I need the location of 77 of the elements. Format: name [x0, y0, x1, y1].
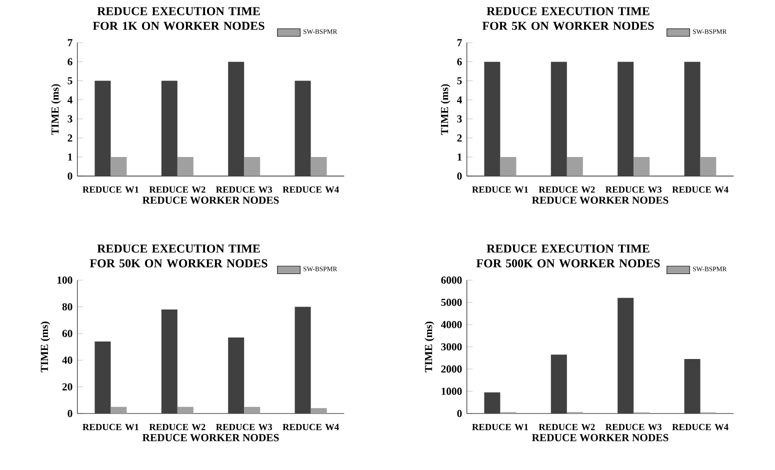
y-axis-title: TIME (ms)	[440, 84, 450, 136]
bar	[94, 81, 111, 176]
x-tick-label: REDUCE W3	[606, 424, 662, 430]
x-tick-label: REDUCE W1	[82, 424, 138, 430]
bar	[310, 157, 327, 176]
y-tick-label: 1	[458, 154, 462, 161]
y-tick-label: 5	[457, 77, 462, 85]
y-tick-label: 2000	[441, 366, 462, 373]
y-tick-label: 0	[457, 172, 462, 180]
x-tick-label: REDUCE W3	[606, 186, 662, 194]
y-tick-label: 2	[457, 134, 462, 142]
y-axis-title: TIME (ms)	[40, 322, 50, 373]
bar	[294, 81, 311, 176]
chart-title: REDUCE EXECUTION TIME FOR 500K ON WORKER NODES	[476, 244, 660, 268]
y-axis-title: TIME (ms)	[424, 322, 434, 373]
bar	[310, 408, 327, 414]
x-tick-label: REDUCE W2	[149, 424, 206, 430]
y-tick-label: 4	[67, 96, 72, 104]
y-tick-label: 4	[456, 96, 462, 104]
y-tick-label: 60	[62, 330, 72, 338]
y-tick-label: 100	[58, 276, 72, 284]
y-tick-label: 1	[68, 154, 72, 161]
bar	[110, 407, 127, 414]
y-tick-label: 3	[68, 116, 72, 123]
x-tick-label: REDUCE W1	[82, 186, 138, 194]
y-tick-label: 3	[457, 116, 462, 123]
bar	[550, 354, 567, 414]
x-axis-title: REDUCE WORKER NODES	[142, 434, 279, 442]
x-axis-title: REDUCE WORKER NODES	[142, 196, 279, 204]
y-tick-label: 7	[457, 39, 462, 46]
bar	[161, 81, 178, 176]
bar	[161, 310, 178, 414]
y-tick-label: 1000	[442, 388, 462, 396]
x-tick-label: REDUCE W4	[282, 424, 339, 430]
chart-title: REDUCE EXECUTION TIME FOR 1K ON WORKER NODES	[92, 7, 264, 30]
y-tick-label: 40	[62, 356, 72, 364]
bar	[228, 62, 244, 176]
x-tick-label: REDUCE W1	[472, 424, 528, 430]
bar	[618, 298, 634, 414]
chart-title: REDUCE EXECUTION TIME FOR 5K ON WORKER NODES	[482, 7, 654, 30]
bar	[244, 157, 260, 176]
y-tick-label: 3000	[441, 343, 462, 351]
y-axis-title: TIME (ms)	[51, 84, 61, 136]
y-tick-label: 5000	[441, 298, 462, 306]
x-tick-label: REDUCE W2	[538, 186, 595, 194]
bar	[177, 157, 194, 176]
y-tick-label: 4000	[440, 321, 462, 328]
y-tick-label: 7	[68, 39, 72, 46]
x-tick-label: REDUCE W2	[149, 186, 206, 194]
bar	[228, 338, 244, 414]
y-tick-label: 5	[68, 77, 72, 85]
y-tick-label: 6000	[441, 276, 462, 284]
y-tick-label: 80	[62, 303, 72, 311]
y-tick-label: 6	[68, 58, 72, 66]
bar	[294, 307, 311, 414]
bar	[110, 157, 127, 176]
x-tick-label: REDUCE W1	[472, 186, 528, 194]
y-tick-label: 20	[62, 383, 72, 391]
x-tick-label: REDUCE W4	[282, 186, 339, 194]
y-tick-label: 6	[457, 58, 462, 66]
bar	[244, 407, 260, 414]
y-tick-label: 0	[68, 410, 72, 418]
x-axis-title: REDUCE WORKER NODES	[532, 434, 668, 442]
bar	[177, 407, 194, 414]
y-tick-label: 0	[68, 172, 72, 180]
x-tick-label: REDUCE W3	[216, 424, 272, 430]
x-tick-label: REDUCE W3	[216, 186, 272, 194]
y-tick-label: 2	[68, 134, 72, 142]
x-tick-label: REDUCE W4	[672, 186, 728, 194]
chart-title: REDUCE EXECUTION TIME FOR 50K ON WORKER NODES	[90, 244, 268, 268]
bar	[684, 359, 700, 414]
x-tick-label: REDUCE W2	[538, 424, 595, 430]
bar	[94, 342, 111, 414]
bar	[484, 392, 500, 414]
x-tick-label: REDUCE W4	[672, 424, 728, 430]
x-axis-title: REDUCE WORKER NODES	[532, 196, 668, 204]
y-tick-label: 0	[457, 410, 462, 418]
